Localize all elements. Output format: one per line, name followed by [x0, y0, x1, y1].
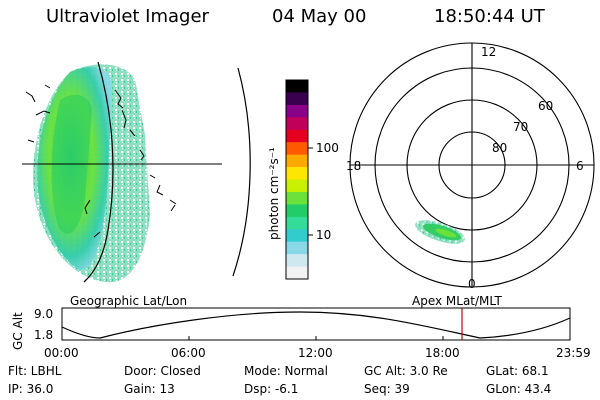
colorbar-swatch: [286, 179, 308, 193]
colorbar-swatch: [286, 104, 308, 118]
mlt-label-6: 6: [576, 159, 584, 173]
altitude-ylabel: GC Alt: [11, 312, 25, 350]
colorbar-swatch: [286, 254, 308, 268]
altitude-ytick-low: 1.8: [34, 328, 53, 342]
info-mode: Mode: Normal: [244, 364, 328, 378]
colorbar-unit-label: photon cm⁻²s⁻¹: [267, 147, 281, 240]
instrument-title: Ultraviolet Imager: [46, 6, 209, 27]
colorbar-swatch: [286, 92, 308, 106]
info-seq: Seq: 39: [364, 382, 410, 396]
geographic-image: [22, 61, 251, 283]
mlat-label-80: 80: [492, 141, 507, 155]
polar-plot: [349, 42, 595, 288]
colorbar-swatch: [286, 191, 308, 205]
altitude-xtick-0600: 06:00: [171, 346, 206, 360]
info-gain: Gain: 13: [124, 382, 175, 396]
geographic-panel-label: Geographic Lat/Lon: [70, 294, 187, 308]
altitude-xtick-1800: 18:00: [425, 346, 460, 360]
info-glon: GLon: 43.4: [486, 382, 551, 396]
colorbar-swatch: [286, 229, 308, 243]
polar-panel-label: Apex MLat/MLT: [412, 294, 502, 308]
info-door: Door: Closed: [124, 364, 201, 378]
colorbar-label-100: 100: [316, 141, 339, 155]
altitude-xtick-2359: 23:59: [556, 346, 591, 360]
colorbar-swatch: [286, 117, 308, 131]
colorbar-swatch: [286, 142, 308, 156]
altitude-plot: [61, 307, 571, 341]
colorbar-swatch: [286, 167, 308, 180]
colorbar-swatch: [286, 241, 308, 255]
altitude-ytick-high: 9.0: [34, 307, 53, 321]
colorbar-swatch: [286, 266, 308, 280]
mlt-label-12: 12: [481, 45, 496, 59]
info-gc-alt: GC Alt: 3.0 Re: [364, 364, 448, 378]
mlt-label-0: 0: [468, 277, 476, 291]
colorbar-swatch: [286, 154, 308, 168]
altitude-xtick-1200: 12:00: [298, 346, 333, 360]
info-dsp: Dsp: -6.1: [244, 382, 298, 396]
colorbar-swatch: [286, 129, 308, 143]
mlt-label-18: 18: [346, 159, 361, 173]
colorbar: [285, 79, 309, 280]
info-ip: IP: 36.0: [8, 382, 53, 396]
polar-aurora: [415, 220, 465, 244]
mlat-label-60: 60: [538, 99, 553, 113]
observation-time: 18:50:44 UT: [434, 6, 545, 27]
info-glat: GLat: 68.1: [486, 364, 549, 378]
colorbar-swatch: [286, 80, 308, 93]
colorbar-swatch: [286, 216, 308, 230]
info-filter: Flt: LBHL: [8, 364, 62, 378]
colorbar-swatch: [286, 204, 308, 218]
colorbar-label-10: 10: [316, 228, 331, 242]
observation-date: 04 May 00: [272, 6, 367, 27]
altitude-xtick-0000: 00:00: [44, 346, 79, 360]
mlat-label-70: 70: [513, 120, 528, 134]
colorbar-frame: [285, 79, 309, 280]
